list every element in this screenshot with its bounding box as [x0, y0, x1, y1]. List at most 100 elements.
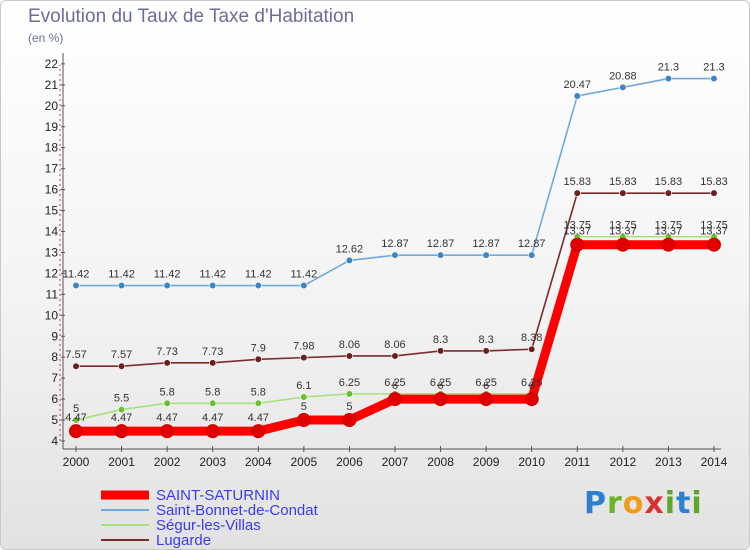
- data-point: [209, 359, 217, 367]
- x-tick-label: 2007: [382, 455, 409, 469]
- legend-entry: Lugarde: [156, 532, 211, 549]
- y-tick-label: 12: [45, 266, 59, 280]
- data-point: [160, 424, 175, 439]
- data-label: 6.25: [475, 377, 496, 389]
- data-point: [573, 92, 581, 100]
- y-tick-label: 19: [45, 120, 59, 134]
- data-label: 15.83: [700, 176, 728, 188]
- proxiti-logo: Proxiti: [584, 486, 703, 521]
- data-point: [300, 393, 308, 401]
- data-point: [524, 392, 539, 407]
- data-point: [661, 237, 676, 252]
- data-label: 4.47: [111, 412, 132, 424]
- data-label: 12.87: [381, 238, 409, 250]
- data-label: 21.3: [703, 62, 724, 74]
- x-tick-label: 2002: [154, 455, 181, 469]
- data-point: [436, 251, 445, 259]
- data-point: [163, 281, 171, 290]
- data-label: 8.3: [478, 334, 493, 346]
- data-label: 13.37: [609, 226, 637, 238]
- data-label: 5: [73, 403, 79, 415]
- data-point: [528, 345, 536, 353]
- data-label: 13.75: [700, 220, 728, 232]
- x-tick-label: 2008: [427, 455, 454, 469]
- y-tick-label: 22: [45, 57, 59, 71]
- data-point: [573, 189, 581, 197]
- data-label: 8.38: [521, 332, 542, 344]
- x-tick-label: 2009: [473, 455, 500, 469]
- data-point: [72, 416, 80, 424]
- chart-axes: 4 5 6 7 8 9 10 11 12 13 14 15 16 17 18 19 20 21 22 2000 2001…: [45, 53, 728, 469]
- x-tick-label: 2004: [245, 455, 272, 469]
- data-label: 8.3: [433, 334, 448, 346]
- data-label: 21.3: [658, 62, 679, 74]
- data-label: 11.42: [199, 269, 226, 281]
- data-label: 5.8: [205, 386, 220, 398]
- data-point: [72, 362, 80, 370]
- data-label: 12.87: [518, 238, 546, 250]
- x-tick-label: 2012: [609, 455, 636, 469]
- data-label: 15.83: [609, 176, 637, 188]
- y-tick-label: 20: [45, 99, 59, 113]
- data-point: [300, 354, 308, 362]
- y-tick-label: 21: [45, 78, 59, 92]
- x-tick-label: 2005: [290, 455, 317, 469]
- legend-entry: Ségur-les-Villas: [156, 517, 261, 534]
- data-label: 6.25: [339, 377, 360, 389]
- data-point: [482, 347, 490, 355]
- y-tick-label: 8: [51, 350, 58, 364]
- data-point: [69, 424, 83, 439]
- data-label: 6: [437, 380, 443, 392]
- data-point: [436, 347, 445, 355]
- data-point: [345, 390, 354, 398]
- chart-title: Evolution du Taux de Taxe d'Habitation: [28, 6, 355, 27]
- data-label: 7.73: [156, 346, 177, 358]
- data-point: [433, 392, 448, 407]
- data-point: [163, 359, 171, 367]
- x-tick-label: 2006: [336, 455, 363, 469]
- y-tick-label: 18: [45, 141, 59, 155]
- data-label: 6: [392, 380, 398, 392]
- data-point: [479, 392, 494, 407]
- y-tick-label: 17: [45, 162, 59, 176]
- data-label: 13.37: [564, 226, 592, 238]
- x-tick-label: 2003: [199, 455, 226, 469]
- data-label: 4.47: [65, 412, 86, 424]
- data-label: 6.25: [430, 377, 451, 389]
- data-point: [209, 399, 217, 407]
- x-tick-label: 2013: [655, 455, 682, 469]
- x-tick-label: 2010: [518, 455, 545, 469]
- data-label: 12.87: [472, 238, 500, 250]
- data-point: [342, 413, 357, 428]
- data-label: 13.37: [700, 226, 728, 238]
- y-tick-label: 10: [45, 308, 59, 322]
- data-point: [615, 237, 630, 252]
- data-label: 4.47: [248, 412, 269, 424]
- data-label: 7.57: [111, 349, 132, 361]
- data-point: [619, 189, 627, 197]
- data-label: 7.98: [293, 341, 314, 353]
- data-point: [114, 424, 129, 439]
- data-label: 5: [301, 401, 307, 413]
- data-label: 6: [483, 380, 489, 392]
- data-label: 13.75: [609, 220, 637, 232]
- data-label: 4.47: [156, 412, 177, 424]
- data-label: 12.62: [336, 243, 364, 255]
- data-label: 13.75: [655, 220, 683, 232]
- x-tick-label: 2011: [564, 455, 590, 469]
- data-point: [209, 281, 217, 290]
- data-point: [619, 83, 627, 91]
- data-label: 5.8: [159, 386, 174, 398]
- data-point: [117, 281, 126, 290]
- data-point: [664, 189, 673, 197]
- data-point: [387, 392, 402, 407]
- series-layer: [69, 74, 721, 439]
- data-label: 15.83: [564, 176, 592, 188]
- data-point: [528, 251, 536, 259]
- data-label: 5.5: [114, 393, 129, 405]
- data-label: 4.47: [202, 412, 223, 424]
- y-tick-label: 13: [45, 245, 59, 259]
- data-label: 11.42: [290, 269, 317, 281]
- data-point: [482, 251, 490, 259]
- y-tick-label: 15: [45, 204, 59, 218]
